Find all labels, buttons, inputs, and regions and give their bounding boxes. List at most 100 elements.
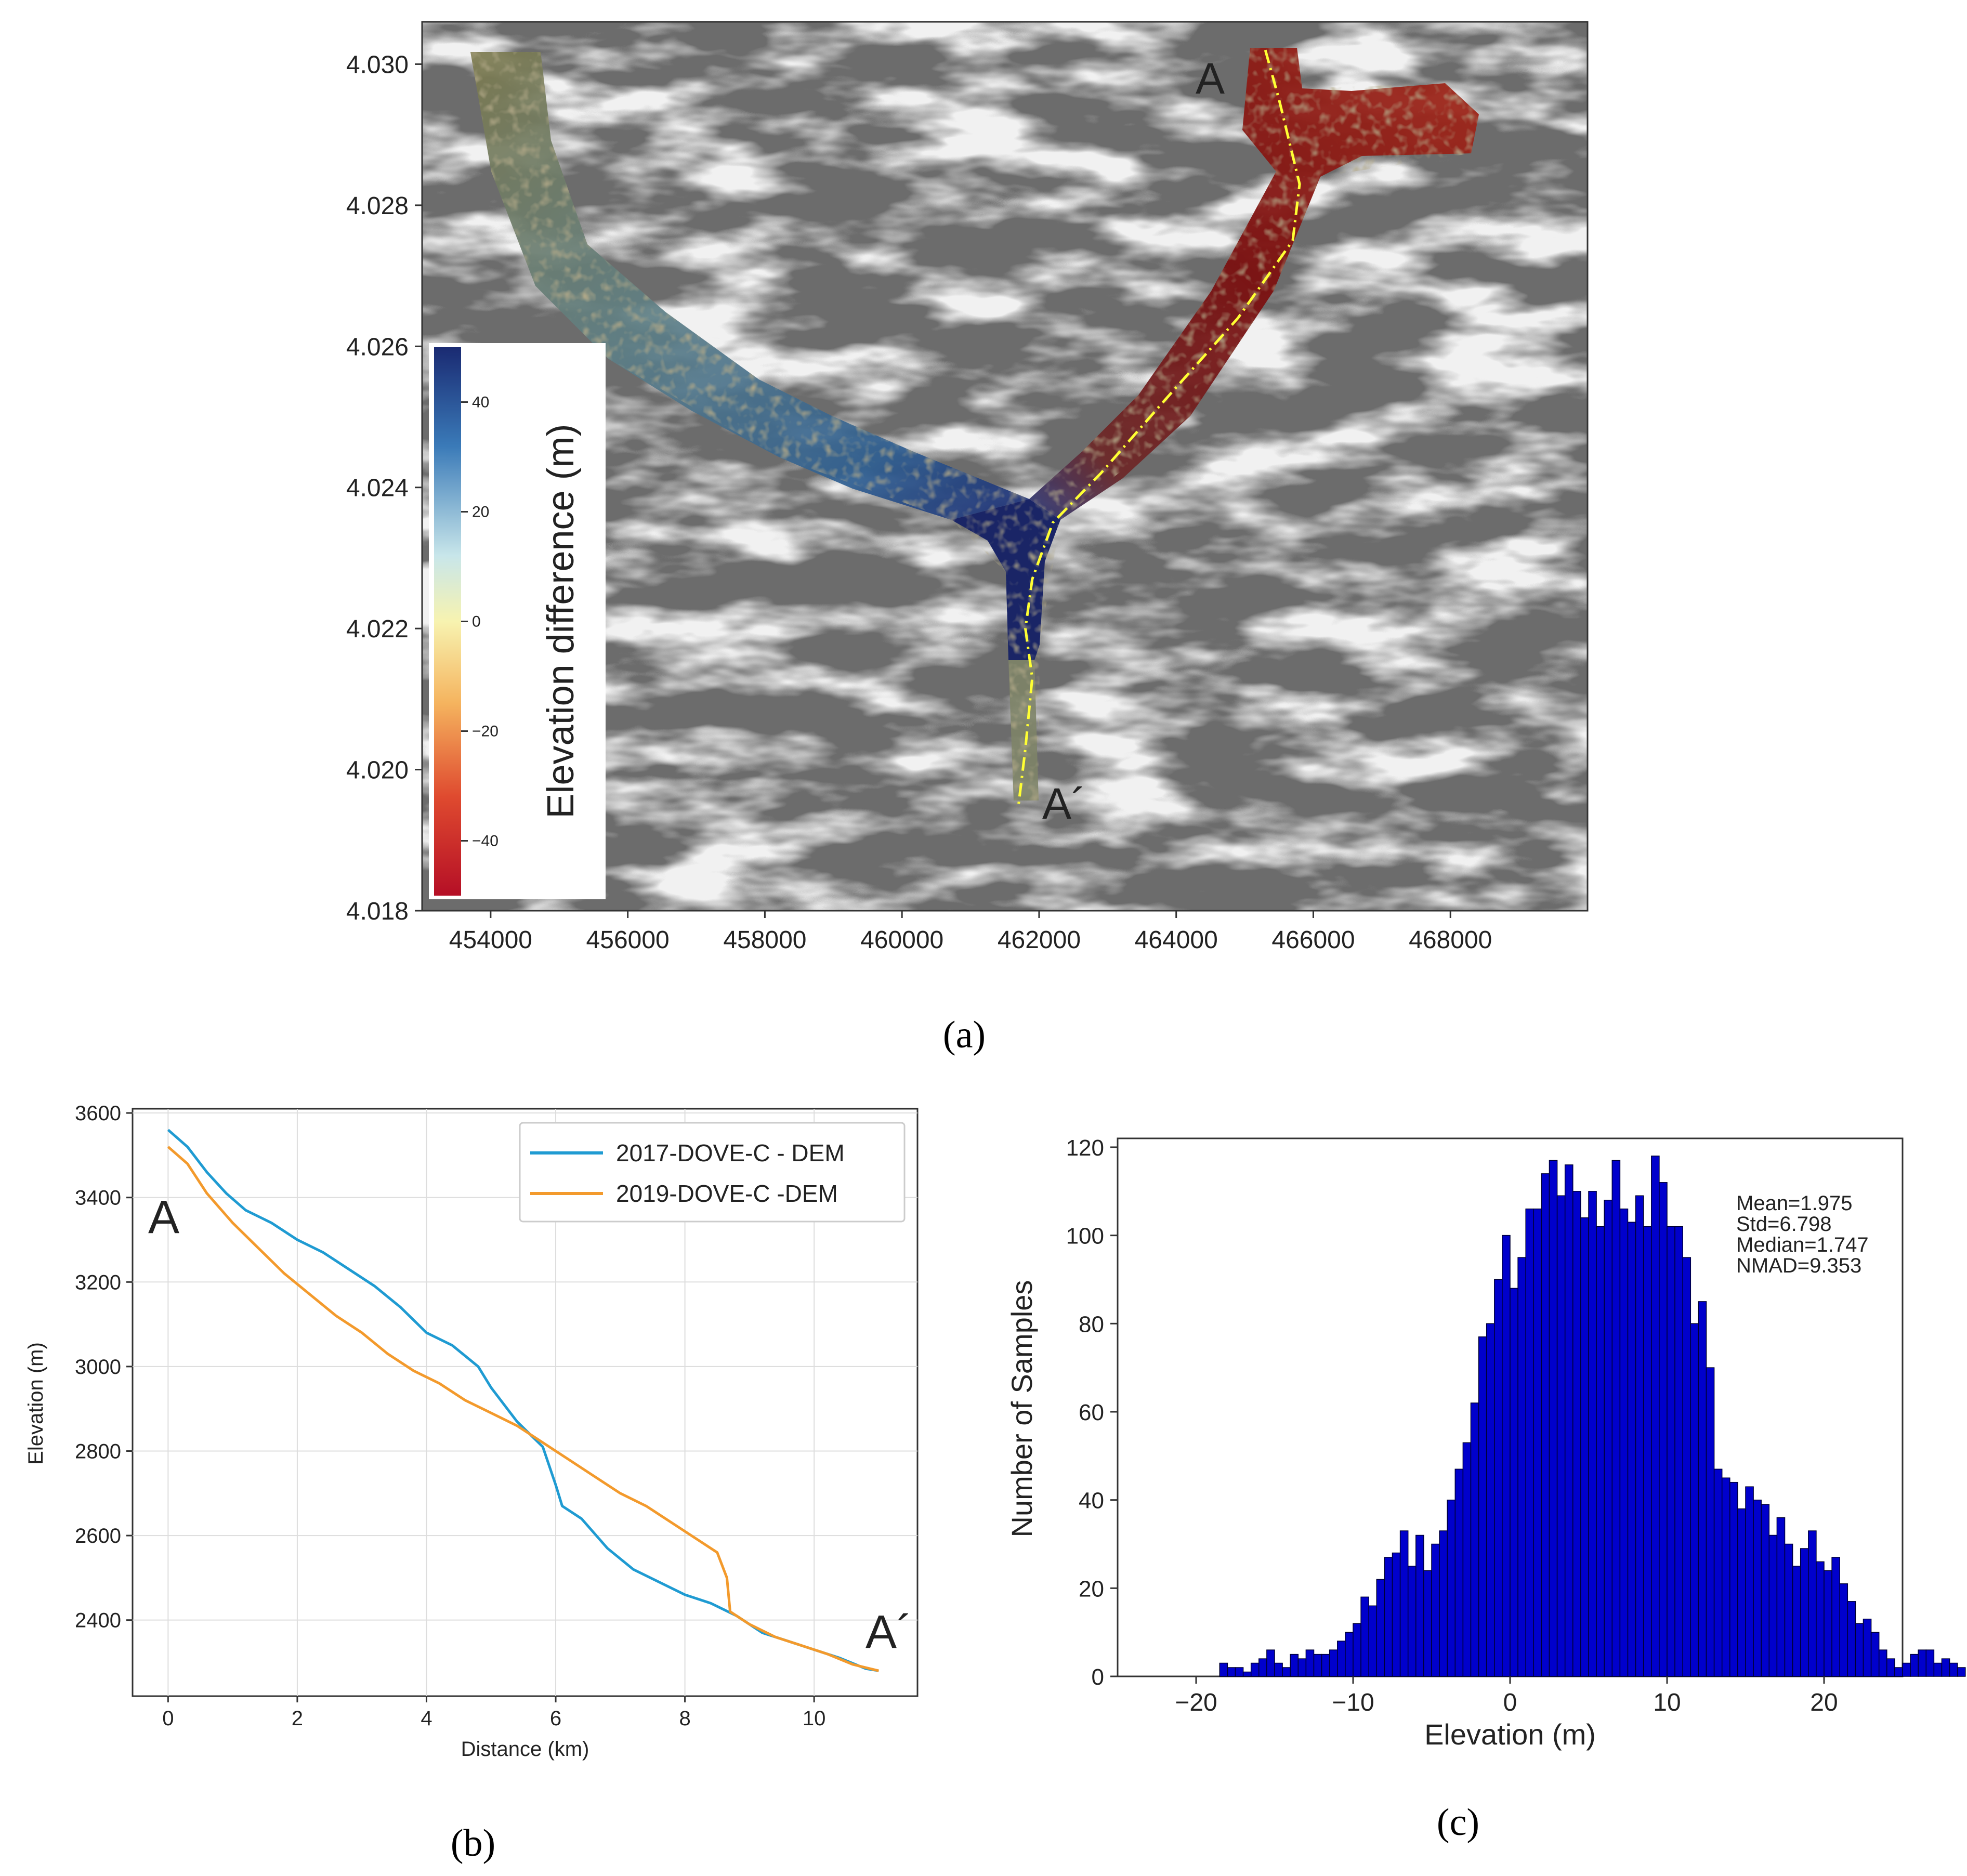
colorbar-tick-label: −40 xyxy=(472,833,499,850)
histogram-bar xyxy=(1768,1534,1778,1677)
histogram-bar xyxy=(1870,1632,1880,1677)
histogram-xlabel: Elevation (m) xyxy=(1424,1718,1596,1751)
histogram-bar xyxy=(1745,1486,1754,1677)
histogram-bar xyxy=(1321,1654,1330,1677)
histogram-bar xyxy=(1925,1649,1935,1677)
panel-label-c: (c) xyxy=(1437,1801,1479,1844)
histogram-bar xyxy=(1494,1279,1503,1677)
histogram-bar xyxy=(1258,1658,1267,1677)
histogram-bar xyxy=(1863,1618,1872,1677)
histogram-bar xyxy=(1690,1323,1699,1677)
histogram-bar xyxy=(1776,1517,1786,1677)
map-label-start: A xyxy=(1196,54,1225,103)
profile-series-line-1 xyxy=(167,1146,879,1672)
map-x-tick-label: 454000 xyxy=(449,926,532,954)
histogram-bar xyxy=(1274,1662,1283,1677)
legend-label-2019: 2019-DOVE-C -DEM xyxy=(616,1180,838,1207)
map-y-tick-label: 4.030 xyxy=(346,51,409,78)
panel-b-profile-chart: 0 2 4 6 8 10 2400 2600 2800 3000 3200 3400 3600 Dis… xyxy=(24,1102,919,1865)
histogram-y-tick-label: 20 xyxy=(1079,1576,1104,1602)
histogram-bar xyxy=(1360,1596,1369,1677)
profile-x-tick-label: 6 xyxy=(550,1707,561,1730)
histogram-bar xyxy=(1713,1468,1723,1677)
profile-end-label: A´ xyxy=(866,1606,912,1658)
histogram-bar xyxy=(1423,1570,1432,1677)
stat-std: Std=6.798 xyxy=(1736,1213,1832,1236)
histogram-bar xyxy=(1407,1566,1417,1677)
profile-x-tick-label: 8 xyxy=(679,1707,690,1730)
map-x-tick-label: 468000 xyxy=(1409,926,1492,954)
histogram-bar xyxy=(1282,1667,1291,1677)
profile-x-tick-label: 2 xyxy=(292,1707,303,1730)
map-x-tick-label: 466000 xyxy=(1271,926,1355,954)
histogram-bar xyxy=(1376,1579,1385,1677)
histogram-bars xyxy=(1219,1156,1966,1677)
histogram-bar xyxy=(1588,1191,1597,1677)
histogram-bar xyxy=(1478,1336,1487,1677)
histogram-bar xyxy=(1611,1160,1621,1677)
histogram-bar xyxy=(1651,1156,1660,1677)
histogram-x-tick-label: 0 xyxy=(1503,1689,1517,1716)
histogram-bar xyxy=(1800,1548,1809,1677)
legend-label-2017: 2017-DOVE-C - DEM xyxy=(616,1139,845,1166)
histogram-bar xyxy=(1242,1671,1252,1677)
histogram-bar xyxy=(1918,1649,1927,1677)
histogram-bar xyxy=(1439,1530,1448,1677)
profile-y-tick-label: 2800 xyxy=(75,1440,121,1463)
map-x-axis: 454000 456000 458000 460000 462000 464000 4660… xyxy=(449,911,1492,954)
histogram-bar xyxy=(1454,1468,1464,1677)
histogram-bar xyxy=(1227,1667,1236,1677)
histogram-bar xyxy=(1878,1649,1887,1677)
profile-xlabel: Distance (km) xyxy=(461,1738,589,1761)
histogram-bar xyxy=(1250,1662,1260,1677)
histogram-y-tick-label: 120 xyxy=(1066,1135,1104,1161)
colorbar-tick-label: 40 xyxy=(472,394,489,411)
histogram-bar xyxy=(1345,1632,1354,1677)
histogram-bar xyxy=(1564,1164,1573,1677)
histogram-bar xyxy=(1337,1641,1346,1677)
histogram-bar xyxy=(1549,1160,1558,1677)
histogram-x-tick-label: 20 xyxy=(1810,1689,1838,1716)
profile-ylabel: Elevation (m) xyxy=(24,1342,47,1465)
histogram-bar xyxy=(1792,1566,1801,1677)
histogram-bar xyxy=(1502,1235,1511,1677)
histogram-bar xyxy=(1808,1530,1817,1677)
histogram-bar xyxy=(1659,1182,1668,1677)
map-x-tick-label: 460000 xyxy=(860,926,943,954)
profile-y-tick-label: 2600 xyxy=(75,1525,121,1547)
histogram-bar xyxy=(1580,1217,1589,1677)
map-x-tick-label: 458000 xyxy=(723,926,806,954)
histogram-x-tick-label: −10 xyxy=(1332,1689,1374,1716)
histogram-bar xyxy=(1941,1658,1950,1677)
histogram-y-tick-label: 60 xyxy=(1079,1400,1104,1425)
histogram-bar xyxy=(1737,1508,1746,1677)
histogram-bar xyxy=(1706,1367,1715,1677)
histogram-bar xyxy=(1619,1208,1629,1677)
stat-median: Median=1.747 xyxy=(1736,1234,1869,1256)
histogram-bar xyxy=(1824,1570,1832,1677)
histogram-bar xyxy=(1886,1658,1895,1677)
histogram-bar xyxy=(1839,1583,1848,1677)
map-y-axis: 4.018 4.020 4.022 4.024 4.026 4.028 4.030 xyxy=(346,51,422,925)
map-y-tick-label: 4.018 xyxy=(346,898,409,925)
profile-y-tick-label: 3400 xyxy=(75,1187,121,1210)
histogram-bar xyxy=(1510,1288,1518,1677)
histogram-bar xyxy=(1384,1557,1393,1677)
histogram-ylabel: Number of Samples xyxy=(1005,1280,1038,1538)
histogram-bar xyxy=(1596,1226,1605,1677)
histogram-bar xyxy=(1831,1557,1840,1677)
profile-y-axis: 2400 2600 2800 3000 3200 3400 3600 xyxy=(75,1102,133,1632)
colorbar-tick-label: −20 xyxy=(472,723,499,740)
histogram-bar xyxy=(1297,1658,1307,1677)
histogram-bar xyxy=(1635,1195,1644,1677)
histogram-bar xyxy=(1957,1667,1966,1677)
histogram-bar xyxy=(1517,1257,1526,1677)
histogram-bar xyxy=(1698,1301,1707,1677)
histogram-bar xyxy=(1894,1667,1903,1677)
map-y-tick-label: 4.026 xyxy=(346,333,409,361)
histogram-bar xyxy=(1643,1226,1652,1677)
histogram-y-tick-label: 100 xyxy=(1066,1224,1104,1249)
histogram-x-axis: −20 −10 0 10 20 xyxy=(1175,1676,1838,1716)
histogram-bar xyxy=(1399,1530,1409,1677)
